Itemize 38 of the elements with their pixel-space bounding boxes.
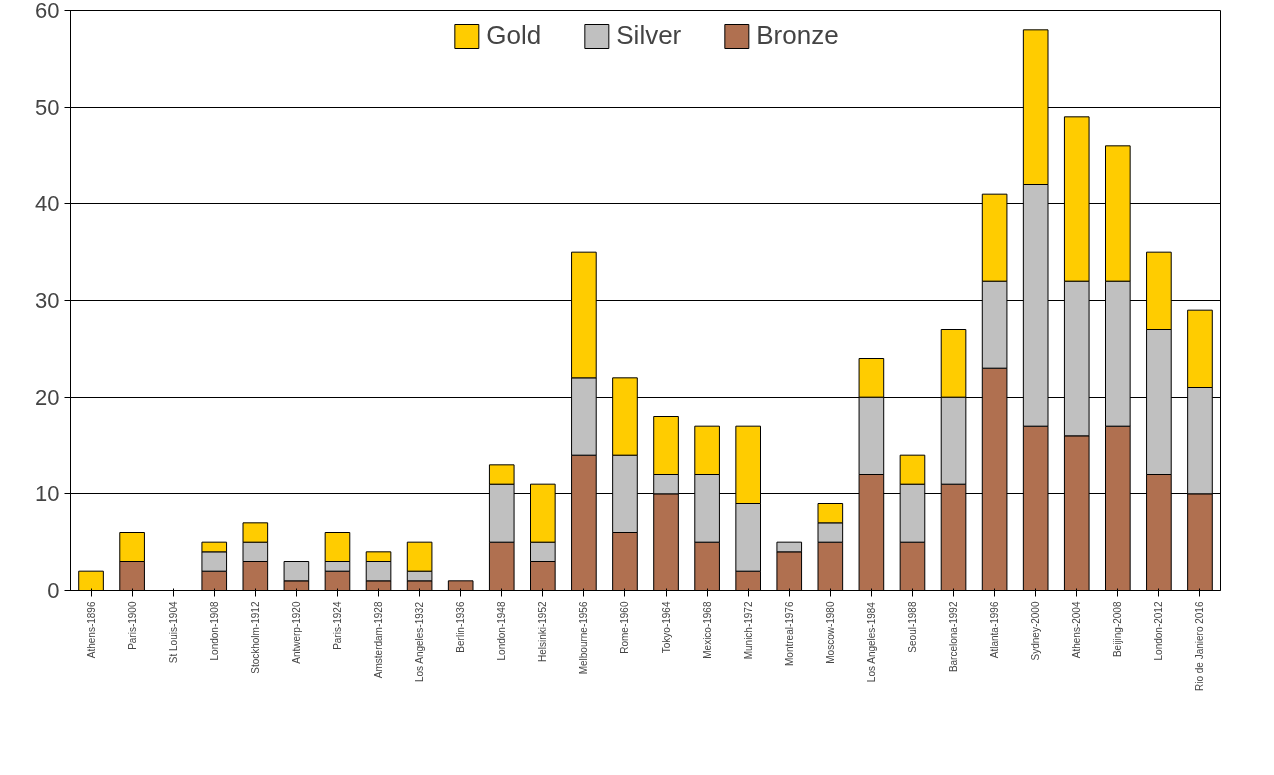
x-tick-label: Berlin-1936 (455, 601, 467, 653)
legend-label: Gold (486, 20, 542, 51)
y-tick-label: 20 (35, 384, 60, 410)
legend-label: Bronze (756, 20, 839, 51)
x-tick-label: Sydney-2000 (1030, 601, 1042, 661)
y-tick-label: 50 (35, 94, 60, 120)
x-tick-label: Los Angeles-1932 (414, 601, 426, 683)
x-tick-label: Antwerp-1920 (290, 601, 302, 664)
x-tick-label: Paris-1900 (126, 601, 138, 650)
x-tick-label: London-2012 (1153, 601, 1165, 661)
x-tick-label: Paris-1924 (331, 601, 343, 650)
x-tick-label: Stockholm-1912 (249, 601, 261, 674)
x-tick-label: Beijing-2008 (1112, 601, 1124, 658)
x-tick-label: Melbourne-1956 (578, 601, 590, 675)
x-tick-label: Rome-1960 (619, 601, 631, 654)
x-tick-label: Montreal-1976 (783, 601, 795, 666)
x-tick-label: Athens-2004 (1071, 601, 1083, 659)
x-tick-label: Rio de Janiero 2016 (1194, 601, 1206, 692)
x-tick-label: Los Angeles-1984 (865, 601, 877, 683)
x-tick-label: Amsterdam-1928 (373, 601, 385, 679)
y-tick-label: 60 (35, 0, 60, 23)
x-tick-label: London-1908 (208, 601, 220, 661)
x-tick-label: Munich-1972 (742, 601, 754, 660)
x-tick-label: St Louis-1904 (167, 601, 179, 664)
x-tick-label: Helsinki-1952 (537, 601, 549, 663)
x-tick-label: Moscow-1980 (824, 601, 836, 664)
y-tick-label: 30 (35, 288, 60, 313)
x-tick-label: Tokyo-1964 (660, 601, 672, 654)
y-tick-label: 10 (35, 481, 60, 507)
y-tick-label: 0 (47, 578, 60, 603)
x-tick-label: London-1948 (496, 601, 508, 661)
y-tick-label: 40 (35, 191, 60, 217)
x-tick-label: Athens-1896 (85, 601, 97, 659)
x-tick-label: Seoul-1988 (906, 601, 918, 653)
x-tick-label: Mexico-1968 (701, 601, 713, 659)
legend-label: Silver (616, 20, 682, 51)
x-tick-label: Atlanta-1996 (989, 601, 1001, 659)
x-tick-label: Barcelona-1992 (948, 601, 960, 673)
